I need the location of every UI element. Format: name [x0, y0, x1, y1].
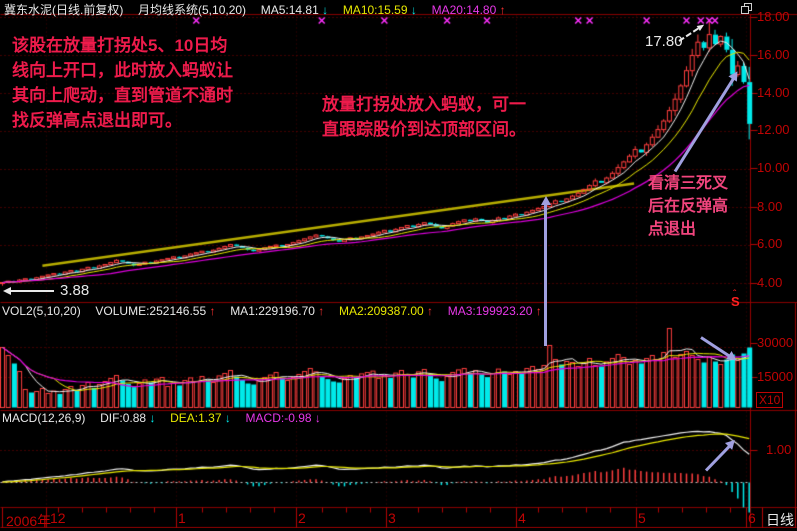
- price-axis-label: 16.00: [757, 47, 790, 62]
- volume-ma2-value: MA2:209387.00: [338, 304, 424, 318]
- volume-ma2-direction-icon: ↑: [427, 304, 434, 318]
- ma10-direction-icon: ↓: [410, 3, 417, 17]
- month-label: 12: [50, 510, 66, 526]
- volume-scale-badge: X10: [756, 392, 784, 408]
- start-price-arrow-icon: [3, 287, 11, 295]
- price-axis-label: 8.00: [757, 199, 783, 214]
- price-axis-label: 4.00: [757, 275, 783, 290]
- volume-axis-label: 30000: [757, 335, 794, 350]
- restore-window-icon[interactable]: [741, 3, 752, 14]
- annotation-middle-line: 放量打拐处放入蚂蚁，可一: [322, 95, 526, 114]
- price-axis-label: 6.00: [757, 236, 783, 251]
- annotation-right-line: 后在反弹高: [648, 198, 729, 215]
- month-label: 2: [298, 510, 306, 526]
- volume-ma3-direction-icon: ↑: [535, 304, 542, 318]
- restore-window-icon-front: [741, 6, 749, 14]
- ma5-direction-icon: ↓: [322, 3, 329, 17]
- annotation-right-line: 点退出: [648, 221, 697, 238]
- ma10-value: MA10:15.59: [342, 3, 408, 17]
- volume-value: VOLUME:252146.55: [95, 304, 207, 318]
- month-label: 4: [518, 510, 526, 526]
- price-axis-label: 12.00: [757, 122, 790, 137]
- month-label: 5: [638, 510, 646, 526]
- instrument-title: 冀东水泥(日线.前复权): [4, 3, 124, 17]
- macd-indicator-label: MACD(12,26,9): [2, 411, 86, 425]
- ma5-value: MA5:14.81: [260, 3, 319, 17]
- volume-ma3-value: MA3:199923.20: [447, 304, 533, 318]
- ma20-value: MA20:14.80: [431, 3, 497, 17]
- macd-axis-label: 1.00: [766, 442, 792, 457]
- macd-header: MACD(12,26,9) DIF:0.88 ↓ DEA:1.37 ↓ MACD…: [2, 411, 321, 425]
- dea-direction-icon: ↓: [224, 411, 231, 425]
- annotation-left: 该股在放量打拐处5、10日均 线向上开口，此时放入蚂蚁让 其向上爬动，直到管道不…: [12, 33, 233, 133]
- volume-ma1-direction-icon: ↑: [318, 304, 325, 318]
- macd-value: MACD:-0.98: [245, 411, 312, 425]
- volume-direction-icon: ↑: [209, 304, 216, 318]
- ma-system-label: 月均线系统(5,10,20): [138, 3, 247, 17]
- ma20-direction-icon: ↑: [499, 3, 506, 17]
- sell-signal-hat-icon: ˆ: [733, 289, 737, 300]
- macd-direction-icon: ↓: [314, 411, 321, 425]
- period-selector-dayline[interactable]: 日线: [766, 512, 794, 528]
- month-label: 1: [178, 510, 186, 526]
- price-axis-label: 10.00: [757, 160, 790, 175]
- start-price-arrow-line: [10, 290, 54, 292]
- volume-ma1-value: MA1:229196.70: [230, 304, 315, 318]
- annotation-right-line: 看清三死叉: [648, 175, 729, 192]
- volume-header: VOL2(5,10,20) VOLUME:252146.55 ↑ MA1:229…: [2, 304, 542, 318]
- dif-direction-icon: ↓: [149, 411, 156, 425]
- price-axis-label: 18.00: [757, 9, 790, 24]
- year-label: 2006年: [6, 513, 52, 529]
- price-axis-label: 14.00: [757, 85, 790, 100]
- annotation-middle-line: 直跟踪股价到达顶部区间。: [322, 120, 526, 139]
- annotation-left-line: 找反弹高点退出即可。: [12, 111, 182, 130]
- annotation-left-line: 其向上爬动，直到管道不通时: [12, 86, 233, 105]
- title-bar: 冀东水泥(日线.前复权) 月均线系统(5,10,20) MA5:14.81 ↓ …: [4, 1, 506, 18]
- annotation-left-line: 该股在放量打拐处5、10日均: [12, 36, 228, 55]
- volume-indicator-label: VOL2(5,10,20): [2, 304, 81, 318]
- dea-value: DEA:1.37: [170, 411, 222, 425]
- annotation-middle: 放量打拐处放入蚂蚁，可一 直跟踪股价到达顶部区间。: [322, 92, 526, 142]
- dif-value: DIF:0.88: [100, 411, 147, 425]
- volume-axis-label: 15000: [757, 369, 794, 384]
- volume-spike-arrow-head: [541, 196, 551, 205]
- month-label: 3: [388, 510, 396, 526]
- peak-price-label: 17.80: [645, 33, 683, 50]
- annotation-right: 看清三死叉 后在反弹高 点退出: [648, 172, 728, 241]
- month-label: 6: [748, 510, 756, 526]
- annotation-left-line: 线向上开口，此时放入蚂蚁让: [12, 61, 233, 80]
- start-price-label: 3.88: [60, 282, 90, 299]
- volume-spike-arrow: [541, 196, 551, 346]
- sell-signal-marker: S: [731, 294, 740, 309]
